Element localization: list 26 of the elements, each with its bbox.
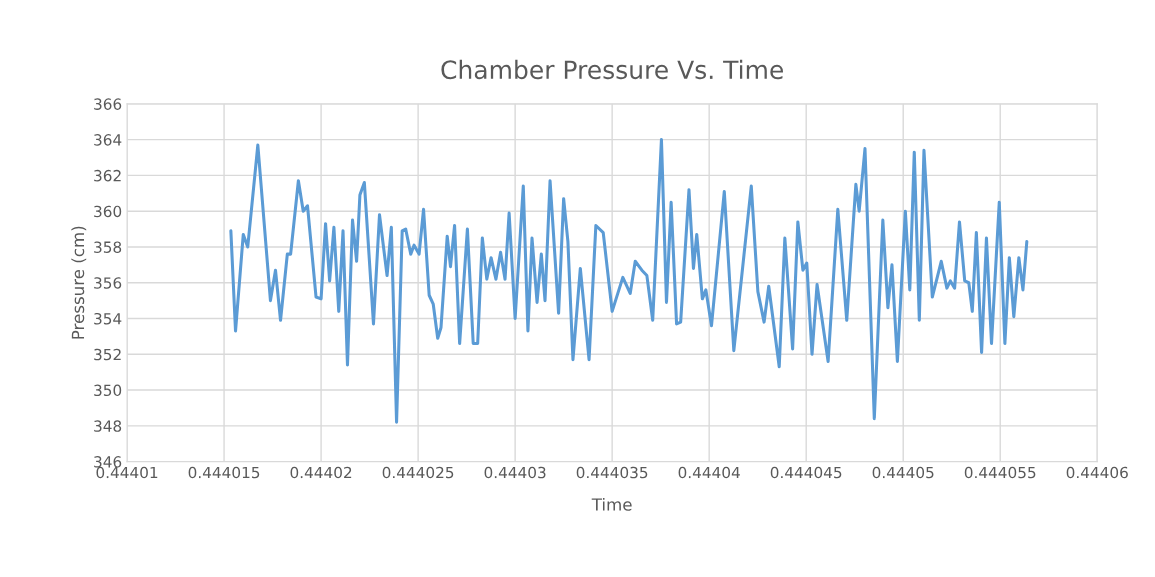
x-tick-label: 0.44405 bbox=[872, 466, 934, 479]
line-series bbox=[229, 138, 1029, 424]
x-tick-label: 0.444025 bbox=[382, 466, 454, 479]
y-tick-label: 356 bbox=[94, 277, 122, 289]
y-tick-label: 352 bbox=[94, 348, 121, 361]
y-tick-label: 364 bbox=[94, 134, 122, 146]
y-tick-label: 360 bbox=[94, 205, 122, 218]
x-axis-title: Time bbox=[591, 497, 632, 511]
y-axis-title: Pressure (cm) bbox=[71, 226, 87, 339]
y-tick-label: 366 bbox=[94, 98, 122, 110]
x-tick-label: 0.44404 bbox=[678, 466, 740, 479]
x-tick-label: 0.44403 bbox=[484, 466, 546, 479]
x-tick-label: 0.444035 bbox=[576, 466, 648, 479]
chart-title: Chamber Pressure Vs. Time bbox=[441, 59, 783, 80]
x-tick-label: 0.44406 bbox=[1066, 466, 1128, 479]
x-tick-label: 0.444015 bbox=[188, 466, 260, 479]
x-tick-label: 0.444045 bbox=[770, 466, 842, 479]
x-tick-label: 0.44402 bbox=[290, 466, 352, 479]
y-tick-label: 346 bbox=[94, 456, 122, 468]
y-tick-label: 358 bbox=[94, 241, 122, 253]
y-tick-label: 348 bbox=[94, 420, 122, 432]
y-tick-label: 362 bbox=[94, 169, 121, 182]
x-tick-label: 0.444055 bbox=[964, 466, 1036, 479]
x-tick-label: 0.44401 bbox=[96, 466, 158, 479]
y-tick-label: 350 bbox=[94, 384, 122, 397]
y-tick-label: 354 bbox=[94, 312, 122, 325]
